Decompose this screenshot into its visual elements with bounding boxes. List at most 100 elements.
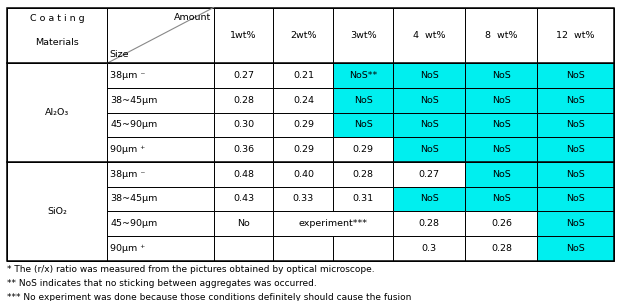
Text: 8  wt%: 8 wt% (485, 31, 518, 40)
Bar (107, 211, 214, 236)
Bar (107, 162, 214, 187)
Bar (333, 162, 393, 187)
Text: Amount: Amount (174, 13, 211, 22)
Bar (7, 137, 107, 162)
Bar (107, 187, 214, 211)
Bar (465, 113, 537, 137)
Bar (465, 211, 537, 236)
Text: NoS: NoS (354, 120, 373, 129)
Bar (214, 187, 273, 211)
Bar (393, 8, 465, 63)
Bar (7, 187, 107, 211)
Text: 38μm ⁻: 38μm ⁻ (110, 71, 145, 80)
Bar (214, 63, 273, 88)
Text: NoS: NoS (566, 145, 585, 154)
Text: 45~90μm: 45~90μm (110, 219, 158, 228)
Text: 0.29: 0.29 (293, 120, 314, 129)
Text: NoS: NoS (420, 71, 439, 80)
Bar (214, 137, 273, 162)
Text: NoS: NoS (420, 96, 439, 105)
Text: 12  wt%: 12 wt% (556, 31, 595, 40)
Bar (393, 88, 465, 113)
Text: Size: Size (109, 50, 129, 59)
Text: 45~90μm: 45~90μm (110, 120, 158, 129)
Bar (7, 88, 107, 113)
Text: 0.40: 0.40 (293, 170, 314, 179)
Text: No: No (237, 219, 250, 228)
Bar (393, 236, 465, 261)
Text: 0.28: 0.28 (233, 96, 254, 105)
Bar (107, 137, 214, 162)
Text: 1wt%: 1wt% (230, 31, 256, 40)
Text: 0.27: 0.27 (233, 71, 254, 80)
Bar (7, 113, 107, 137)
Bar (465, 162, 537, 187)
Text: 0.21: 0.21 (293, 71, 314, 80)
Bar (7, 211, 107, 236)
Text: 0.24: 0.24 (293, 96, 314, 105)
Text: NoS: NoS (566, 96, 585, 105)
Bar (393, 187, 465, 211)
Bar (537, 137, 614, 162)
Bar (537, 63, 614, 88)
Text: NoS: NoS (420, 120, 439, 129)
Text: 0.28: 0.28 (419, 219, 440, 228)
Text: 0.43: 0.43 (233, 194, 254, 203)
Bar (107, 88, 214, 113)
Text: 0.29: 0.29 (353, 145, 374, 154)
Text: 38~45μm: 38~45μm (110, 96, 158, 105)
Text: NoS: NoS (354, 96, 373, 105)
Bar (273, 137, 333, 162)
Text: Materials: Materials (35, 38, 79, 47)
Bar (7, 8, 614, 261)
Bar (214, 211, 273, 236)
Bar (537, 187, 614, 211)
Text: * The (r/x) ratio was measured from the pictures obtained by optical microscope.: * The (r/x) ratio was measured from the … (7, 265, 375, 274)
Bar (273, 113, 333, 137)
Text: NoS: NoS (492, 120, 511, 129)
Bar (214, 162, 273, 187)
Bar (537, 8, 614, 63)
Bar (333, 236, 393, 261)
Text: 0.33: 0.33 (293, 194, 314, 203)
Text: NoS: NoS (492, 96, 511, 105)
Text: 0.28: 0.28 (491, 244, 512, 253)
Bar (537, 236, 614, 261)
Bar (214, 88, 273, 113)
Text: NoS: NoS (492, 145, 511, 154)
Bar (537, 88, 614, 113)
Text: 38~45μm: 38~45μm (110, 194, 158, 203)
Text: NoS: NoS (420, 145, 439, 154)
Bar (107, 113, 214, 137)
Text: 0.26: 0.26 (491, 219, 512, 228)
Text: 90μm ⁺: 90μm ⁺ (110, 244, 145, 253)
Text: NoS: NoS (566, 194, 585, 203)
Text: experiment***: experiment*** (299, 219, 368, 228)
Bar (333, 113, 393, 137)
Text: NoS: NoS (566, 71, 585, 80)
Bar (537, 162, 614, 187)
Bar (465, 137, 537, 162)
Text: 2wt%: 2wt% (290, 31, 317, 40)
Bar (107, 63, 214, 88)
Bar (7, 63, 107, 162)
Text: NoS**: NoS** (349, 71, 378, 80)
Bar (393, 113, 465, 137)
Text: 0.29: 0.29 (293, 145, 314, 154)
Text: NoS: NoS (566, 244, 585, 253)
Bar (214, 8, 273, 63)
Bar (273, 8, 333, 63)
Text: 0.31: 0.31 (353, 194, 374, 203)
Bar (393, 63, 465, 88)
Text: SiO₂: SiO₂ (47, 207, 67, 216)
Text: NoS: NoS (492, 170, 511, 179)
Text: *** No experiment was done because those conditions definitely should cause the : *** No experiment was done because those… (7, 293, 412, 301)
Bar (333, 88, 393, 113)
Bar (273, 236, 333, 261)
Bar (465, 63, 537, 88)
Bar (333, 137, 393, 162)
Bar (393, 162, 465, 187)
Bar (273, 211, 393, 236)
Bar (465, 88, 537, 113)
Text: NoS: NoS (566, 170, 585, 179)
